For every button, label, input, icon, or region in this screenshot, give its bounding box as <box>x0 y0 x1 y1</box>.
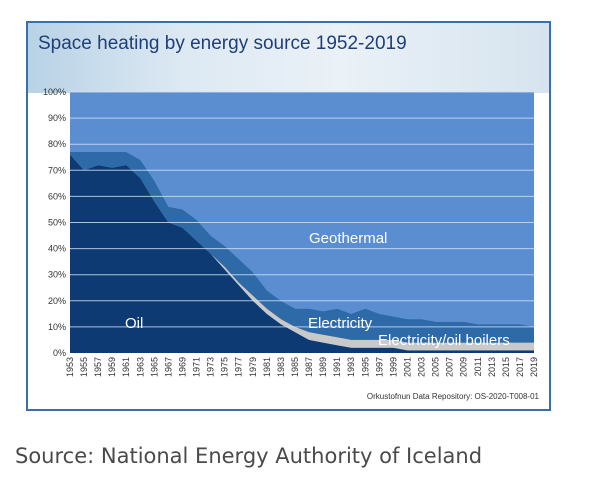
y-tick-label: 0% <box>53 348 66 358</box>
x-tick-label: 2013 <box>487 357 497 377</box>
x-tick-label: 1993 <box>346 357 356 377</box>
x-tick-label: 1983 <box>276 357 286 377</box>
x-tick-label: 1979 <box>248 357 258 377</box>
x-tick-label: 2005 <box>431 357 441 377</box>
y-tick-label: 70% <box>48 165 66 175</box>
x-tick-label: 1969 <box>178 357 188 377</box>
x-tick-label: 1971 <box>192 357 202 377</box>
chart-credit: Orkustofnun Data Repository: OS-2020-T00… <box>366 392 539 401</box>
x-tick-label: 1963 <box>135 357 145 377</box>
x-tick-label: 2019 <box>529 357 539 377</box>
x-tick-label: 1985 <box>290 357 300 377</box>
series-label-electricity: Electricity <box>308 315 373 332</box>
x-tick-label: 1977 <box>234 357 244 377</box>
source-caption: Source: National Energy Authority of Ice… <box>15 444 483 468</box>
x-tick-label: 1975 <box>220 357 230 377</box>
x-tick-label: 1953 <box>65 357 75 377</box>
y-tick-label: 90% <box>48 113 66 123</box>
y-tick-label: 10% <box>48 322 66 332</box>
x-tick-label: 1999 <box>388 357 398 377</box>
y-tick-label: 60% <box>48 191 66 201</box>
x-tick-label: 1981 <box>262 357 272 377</box>
ice-background <box>28 23 549 93</box>
x-tick-label: 2001 <box>403 357 413 377</box>
y-tick-label: 100% <box>43 87 66 97</box>
series-label-oil: Oil <box>125 315 143 332</box>
x-tick-label: 2009 <box>459 357 469 377</box>
x-tick-label: 1973 <box>206 357 216 377</box>
chart-panel: Space heating by energy source 1952-2019… <box>26 21 551 411</box>
x-tick-label: 1965 <box>149 357 159 377</box>
series-label-geothermal: Geothermal <box>309 230 387 247</box>
x-tick-label: 1961 <box>121 357 131 377</box>
series-label-electricity-oil-boilers: Electricity/oil boilers <box>378 332 510 349</box>
area-chart: 0% 10% 20% 30% 40% 50% 60% 70% 80% 90% 100% 1953 195… <box>43 87 539 377</box>
x-tick-label: 1991 <box>332 357 342 377</box>
x-tick-label: 2011 <box>473 357 483 376</box>
y-tick-label: 40% <box>48 244 66 254</box>
y-tick-label: 30% <box>48 270 66 280</box>
x-tick-label: 2017 <box>515 357 525 377</box>
x-tick-label: 1995 <box>360 357 370 377</box>
series-area-geothermal <box>70 92 534 327</box>
chart-title: Space heating by energy source 1952-2019 <box>38 33 407 54</box>
y-tick-label: 20% <box>48 296 66 306</box>
y-tick-label: 50% <box>48 218 66 228</box>
x-tick-label: 1997 <box>374 357 384 377</box>
x-tick-label: 1989 <box>318 357 328 377</box>
x-tick-label: 1987 <box>304 357 314 377</box>
x-tick-label: 2003 <box>417 357 427 377</box>
series-area-oil <box>70 154 534 353</box>
x-tick-label: 1959 <box>107 357 117 377</box>
y-tick-label: 80% <box>48 139 66 149</box>
x-tick-label: 1957 <box>93 357 103 377</box>
x-tick-label: 1955 <box>79 357 89 377</box>
x-tick-label: 1967 <box>163 357 173 377</box>
x-tick-label: 2007 <box>445 357 455 377</box>
x-tick-label: 2015 <box>501 357 511 377</box>
